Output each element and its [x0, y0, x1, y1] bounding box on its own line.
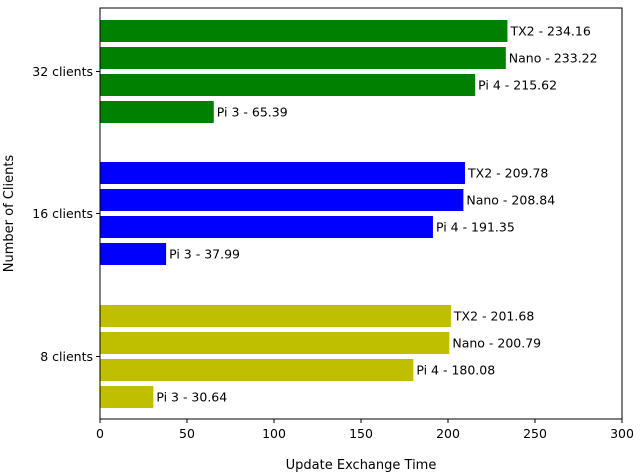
bar-32-clients-tx2 [100, 20, 508, 42]
bar-8-clients-nano [100, 332, 450, 354]
y-axis-title: Number of Clients [2, 155, 17, 273]
bar-32-clients-pi-4 [100, 74, 476, 96]
bar-32-clients-nano [100, 47, 506, 69]
bar-8-clients-tx2 [100, 305, 451, 327]
x-tick-label: 50 [179, 426, 195, 441]
bars-layer [100, 20, 508, 408]
y-tick-label: 16 clients [32, 206, 93, 221]
bar-16-clients-tx2 [100, 162, 466, 184]
bar-8-clients-pi-4 [100, 359, 414, 381]
bar-value-label: TX2 - 209.78 [467, 166, 548, 181]
bar-value-label: Pi 4 - 180.08 [416, 363, 495, 378]
bar-value-label: Pi 3 - 65.39 [217, 105, 288, 120]
bar-16-clients-pi-4 [100, 216, 433, 238]
y-tick-label: 8 clients [40, 349, 93, 364]
bar-value-label: Pi 3 - 30.64 [156, 390, 227, 405]
bar-value-label: TX2 - 234.16 [509, 24, 590, 39]
x-tick-label: 200 [436, 426, 460, 441]
bar-labels-layer: TX2 - 234.16 Nano - 233.22 Pi 4 - 215.62 Pi… [156, 24, 597, 405]
x-tick-label: 0 [96, 426, 104, 441]
bar-value-label: Nano - 200.79 [452, 336, 541, 351]
plot-frame [99, 7, 623, 420]
y-axis-ticks: 32 clients 16 clients 8 clients [32, 64, 100, 364]
bar-value-label: Nano - 233.22 [509, 51, 598, 66]
bar-16-clients-nano [100, 189, 464, 211]
y-tick-label: 32 clients [32, 64, 93, 79]
x-tick-label: 250 [523, 426, 547, 441]
bar-value-label: Pi 4 - 191.35 [436, 220, 515, 235]
bar-32-clients-pi-3 [100, 101, 214, 123]
x-tick-label: 100 [262, 426, 286, 441]
x-axis-title: Update Exchange Time [286, 458, 437, 473]
bar-value-label: Nano - 208.84 [466, 193, 555, 208]
x-axis-ticks: 0 50 100 150 200 250 300 [96, 419, 634, 441]
x-tick-label: 300 [610, 426, 634, 441]
x-tick-label: 150 [349, 426, 373, 441]
bar-value-label: Pi 3 - 37.99 [169, 247, 240, 262]
bar-value-label: TX2 - 201.68 [453, 309, 534, 324]
bar-value-label: Pi 4 - 215.62 [478, 78, 557, 93]
bar-16-clients-pi-3 [100, 243, 167, 265]
bar-8-clients-pi-3 [100, 386, 154, 408]
